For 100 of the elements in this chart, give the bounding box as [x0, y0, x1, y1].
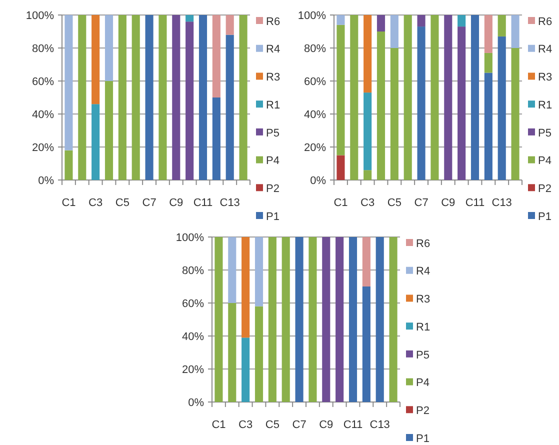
x-tick-label: C11	[193, 197, 213, 209]
bar	[212, 15, 220, 98]
bar	[350, 15, 358, 180]
bar	[417, 15, 426, 27]
bar	[242, 338, 250, 402]
bar	[118, 15, 126, 180]
x-tick-label: C1	[62, 197, 76, 209]
legend-label: R3	[538, 72, 552, 84]
bar	[64, 15, 73, 150]
bar	[362, 237, 370, 286]
y-tick-label: 100%	[176, 232, 204, 244]
bar	[336, 24, 345, 156]
bar	[511, 48, 520, 180]
x-tick-label: C3	[360, 197, 375, 209]
bar	[242, 237, 250, 338]
bar	[484, 52, 492, 73]
bar	[404, 15, 412, 180]
legend-label: R6	[266, 16, 280, 28]
x-tick-label: C5	[115, 197, 130, 209]
x-tick-label: C7	[414, 197, 428, 209]
legend-label: P1	[266, 210, 280, 223]
x-tick-label: C5	[387, 197, 402, 209]
bar	[145, 15, 154, 180]
legend-label: P2	[416, 404, 430, 417]
y-tick-label: 0%	[38, 174, 54, 187]
bar	[226, 15, 234, 35]
bar	[322, 237, 330, 402]
x-tick-label: C9	[441, 197, 456, 209]
bar	[336, 155, 345, 180]
bar	[186, 22, 194, 180]
bar	[282, 237, 290, 402]
bar	[172, 15, 180, 180]
bar	[444, 15, 452, 180]
bar	[214, 237, 223, 402]
bar	[484, 72, 492, 180]
bar	[226, 34, 234, 180]
x-tick-label: C11	[465, 197, 485, 209]
bar	[484, 15, 492, 53]
legend-label: P4	[416, 377, 430, 390]
y-tick-label: 100%	[298, 10, 326, 22]
bar	[308, 237, 317, 402]
bar	[390, 48, 398, 180]
y-tick-label: 40%	[304, 108, 326, 121]
x-tick-label: C13	[492, 197, 512, 209]
legend-label: R4	[266, 44, 280, 56]
bar	[390, 15, 398, 48]
legend-label: P1	[416, 432, 430, 445]
bar	[362, 286, 370, 402]
bar	[228, 237, 236, 303]
legend-label: P4	[266, 155, 280, 168]
bar	[104, 15, 114, 81]
y-tick-label: 40%	[32, 108, 54, 121]
x-tick-label: C11	[343, 419, 363, 431]
legend-label: R1	[266, 99, 280, 112]
legend-label: R3	[416, 294, 430, 306]
bar	[470, 15, 480, 180]
x-tick-label: C13	[370, 419, 390, 431]
bar	[92, 15, 100, 104]
x-tick-label: C3	[238, 419, 253, 431]
bar	[228, 303, 236, 402]
bar	[430, 15, 439, 180]
bar	[254, 237, 264, 306]
y-tick-label: 60%	[304, 76, 326, 88]
y-tick-label: 80%	[182, 264, 204, 277]
x-tick-label: C9	[319, 419, 334, 431]
bar	[376, 15, 386, 32]
bar	[498, 36, 506, 180]
bar	[158, 15, 167, 180]
bar	[132, 15, 140, 180]
bar	[295, 237, 304, 402]
legend-label: P2	[266, 182, 280, 195]
y-tick-label: 20%	[182, 364, 204, 376]
bar	[104, 81, 114, 180]
y-tick-label: 0%	[188, 396, 204, 409]
legend-label: P2	[538, 182, 552, 195]
legend-label: R1	[416, 321, 430, 334]
legend-label: P1	[538, 210, 552, 223]
x-tick-label: C5	[265, 419, 280, 431]
x-tick-label: C13	[220, 197, 240, 209]
legend-label: P5	[416, 349, 430, 362]
y-tick-label: 80%	[32, 42, 54, 55]
legend-label: R4	[538, 44, 552, 56]
bar	[254, 306, 264, 402]
bar	[92, 104, 100, 180]
y-tick-label: 100%	[26, 10, 54, 22]
y-tick-label: 80%	[304, 42, 326, 55]
bar	[364, 170, 372, 180]
legend-label: R6	[538, 16, 552, 28]
legend-label: P4	[538, 155, 552, 168]
bar	[336, 237, 344, 402]
legend-label: P5	[266, 127, 280, 140]
bar	[186, 15, 194, 22]
bar	[336, 15, 345, 25]
bar	[511, 15, 520, 48]
x-tick-label: C7	[142, 197, 156, 209]
bar	[376, 32, 386, 180]
bar	[212, 98, 220, 180]
bar	[389, 237, 398, 402]
y-tick-label: 60%	[182, 298, 204, 310]
y-tick-label: 20%	[32, 142, 54, 154]
